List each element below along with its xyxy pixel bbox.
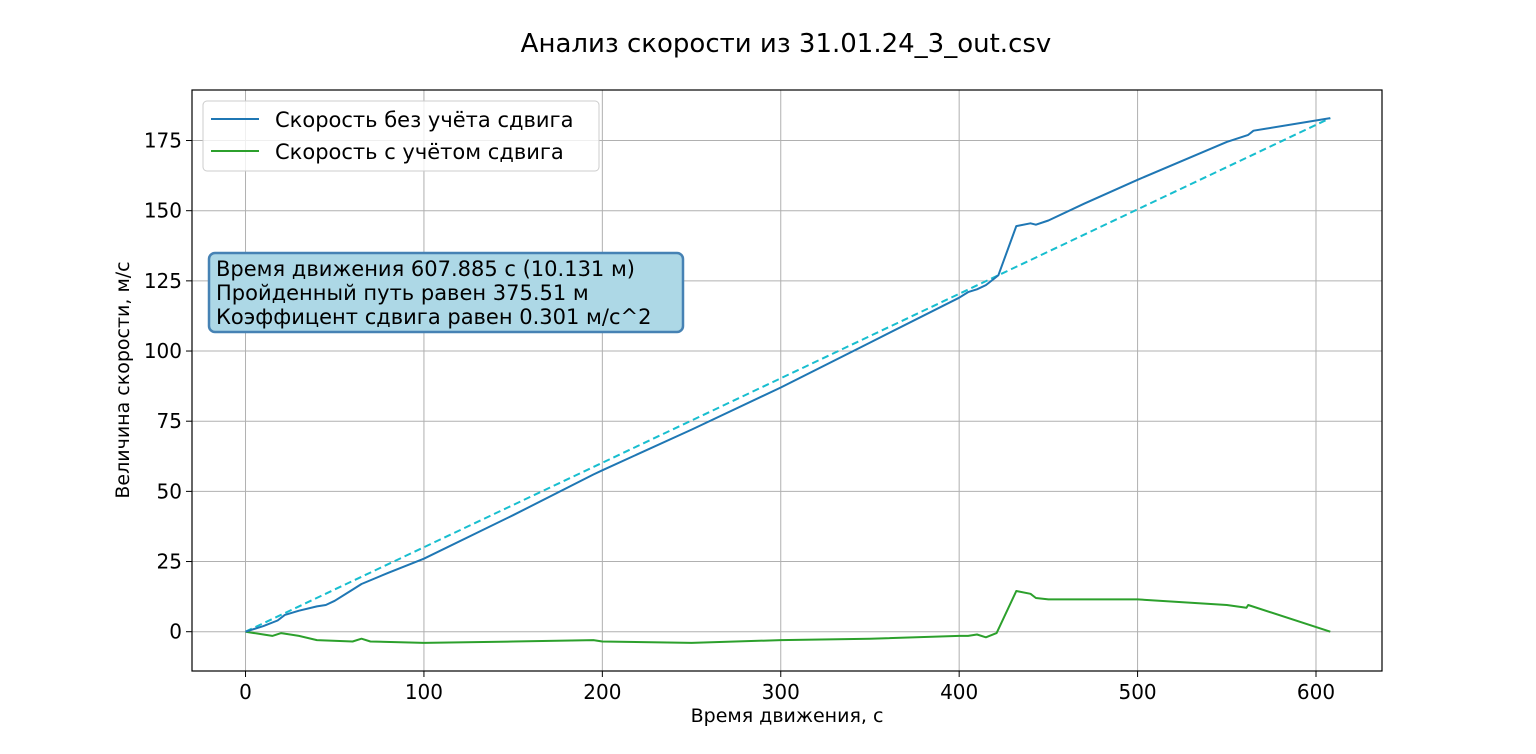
chart-title: Анализ скорости из 31.01.24_3_out.csv [521,29,1052,59]
grid [192,90,1382,671]
legend-label-speed-corrected: Скорость с учётом сдвига [275,140,564,164]
x-tick-label-100: 100 [405,680,443,704]
y-axis-label: Величина скорости, м/с [112,261,134,498]
x-tick-label-300: 300 [762,680,800,704]
x-tick-label-500: 500 [1118,680,1156,704]
x-tick-label-0: 0 [239,680,252,704]
y-tick-label-50: 50 [157,479,182,503]
x-axis-ticks: 0 100 200 300 400 500 600 [239,671,1335,704]
y-tick-label-175: 175 [144,129,182,153]
x-tick-label-200: 200 [583,680,621,704]
series-speed-raw [245,117,1331,633]
annotation-line-distance: Пройденный путь равен 375.51 м [216,281,589,305]
annotation-line-coefficient: Коэффицент сдвига равен 0.301 м/с^2 [216,305,651,329]
plot-frame [191,89,1383,672]
series-speed-corrected [245,590,1331,644]
y-tick-label-125: 125 [144,269,182,293]
series-layer [245,117,1331,644]
legend: Скорость без учёта сдвига Скорость с учё… [202,100,600,172]
annotation-background [207,251,685,334]
y-tick-label-0: 0 [169,620,182,644]
x-tick-label-600: 600 [1297,680,1335,704]
y-tick-label-25: 25 [157,550,182,574]
y-tick-label-75: 75 [157,409,182,433]
y-axis-ticks: 0 25 50 75 100 125 150 175 [144,129,192,644]
y-tick-label-150: 150 [144,199,182,223]
series-trend-dashed [245,117,1331,633]
y-tick-label-100: 100 [144,339,182,363]
annotation-line-time: Время движения 607.885 с (10.131 м) [216,257,635,281]
legend-label-speed-raw: Скорость без учёта сдвига [275,108,573,132]
annotation-box: Время движения 607.885 с (10.131 м) Прой… [207,251,685,334]
legend-box [202,100,600,172]
x-axis-label: Время движения, с [691,705,884,727]
x-tick-label-400: 400 [940,680,978,704]
